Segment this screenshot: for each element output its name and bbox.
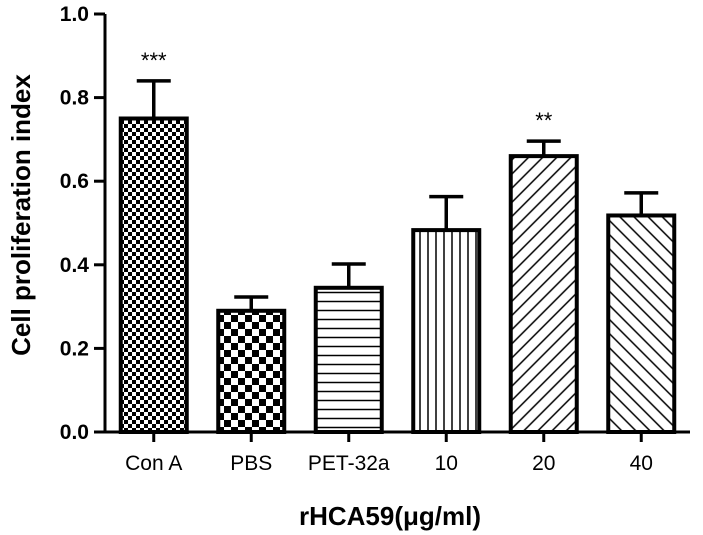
x-tick-label: PET-32a [308, 452, 390, 475]
x-tick-label: 40 [630, 452, 653, 475]
bar [606, 213, 677, 434]
y-tick-label: 1.0 [60, 3, 89, 26]
bar-group: 40 [606, 191, 677, 475]
bar-group: PBS [216, 295, 287, 475]
significance-label: ** [535, 108, 553, 133]
bar-group: 20 ** [508, 108, 579, 475]
bars-group: Con A *** PBS PET-32a 10 20 ** 40 [118, 48, 677, 475]
y-tick-label: 0.2 [60, 337, 89, 360]
bar [313, 285, 384, 435]
bar-group: Con A *** [118, 48, 189, 475]
x-tick-label: 20 [532, 452, 555, 475]
y-tick-label: 0.0 [60, 421, 89, 444]
bar [216, 308, 287, 434]
x-tick-label: PBS [230, 452, 272, 475]
bar-group: 10 [411, 194, 482, 475]
y-tick-label: 0.4 [60, 254, 90, 277]
y-tick-label: 0.8 [60, 87, 90, 110]
y-tick-label: 0.6 [60, 170, 89, 193]
bar-group: PET-32a [308, 262, 390, 475]
bar [118, 116, 189, 434]
bar [508, 154, 579, 434]
significance-label: *** [141, 48, 167, 73]
x-axis-title: rHCA59(μg/ml) [299, 501, 481, 531]
x-tick-label: Con A [125, 452, 182, 475]
y-axis-title: Cell proliferation index [6, 74, 36, 356]
x-tick-label: 10 [435, 452, 458, 475]
y-axis: 0.0 0.2 0.4 0.6 0.8 1.0 [60, 3, 107, 444]
bar [411, 228, 482, 434]
